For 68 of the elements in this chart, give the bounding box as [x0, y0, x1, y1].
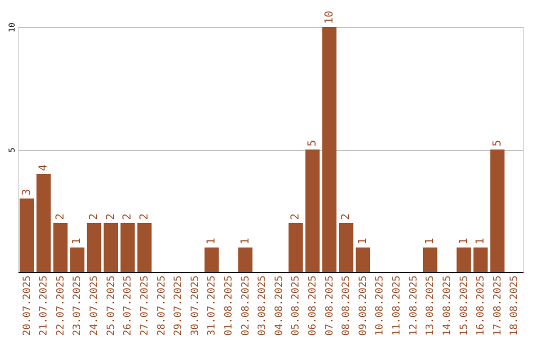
bar	[137, 223, 152, 272]
data-label: 1	[238, 238, 252, 244]
bar	[86, 223, 102, 272]
bar	[70, 248, 84, 272]
data-label: 2	[120, 213, 134, 220]
x-tick-label: 20.07.2025	[22, 276, 33, 336]
bar	[490, 150, 505, 272]
data-label: 4	[36, 164, 50, 171]
bar	[322, 27, 336, 272]
x-tick-label: 16.08.2025	[476, 276, 487, 336]
x-tick-label: 21.07.2025	[38, 276, 50, 336]
bar	[53, 223, 68, 272]
bar	[36, 174, 51, 272]
x-tick-label: 25.07.2025	[106, 276, 117, 336]
bar	[20, 198, 34, 272]
x-tick-label: 05.08.2025	[290, 276, 302, 336]
data-label: 2	[288, 213, 302, 220]
x-tick-label: 24.07.2025	[89, 276, 100, 336]
x-tick-label: 30.07.2025	[190, 276, 201, 336]
x-tick-label: 04.08.2025	[274, 276, 285, 336]
bar	[288, 223, 303, 272]
x-tick-label: 03.08.2025	[257, 276, 268, 336]
x-tick-label: 10.08.2025	[374, 276, 386, 336]
data-label: 1	[423, 238, 436, 244]
data-label: 1	[456, 238, 470, 244]
x-tick-label: 11.08.2025	[392, 276, 403, 336]
bar	[204, 248, 219, 272]
data-label: 3	[20, 188, 33, 196]
x-tick-label: 15.08.2025	[458, 276, 470, 336]
x-tick-label: 07.08.2025	[324, 276, 336, 336]
x-tick-label: 06.08.2025	[308, 276, 319, 336]
bar	[238, 248, 252, 272]
x-tick-label: 28.07.2025	[156, 276, 168, 336]
data-label: 1	[474, 238, 487, 244]
data-label: 2	[104, 213, 117, 220]
bar	[423, 248, 438, 272]
data-label: 5	[306, 140, 319, 146]
x-tick-label: 01.08.2025	[223, 276, 234, 336]
x-tick-label: 27.07.2025	[139, 276, 150, 336]
x-tick-label: 31.07.2025	[206, 276, 218, 336]
bar	[356, 248, 370, 272]
data-label: 2	[137, 213, 150, 220]
x-tick-label: 23.07.2025	[72, 276, 84, 336]
data-label: 2	[87, 213, 100, 220]
bar	[305, 150, 320, 272]
x-tick-label: 17.08.2025	[492, 276, 504, 336]
x-tick-label: 13.08.2025	[425, 276, 436, 336]
x-tick-label: 18.08.2025	[509, 276, 520, 336]
bar	[104, 223, 118, 272]
bar	[120, 223, 135, 272]
x-tick-label: 26.07.2025	[122, 276, 134, 336]
x-tick-label: 08.08.2025	[341, 276, 352, 336]
x-tick-label: 02.08.2025	[240, 276, 252, 336]
x-tick-label: 14.08.2025	[442, 276, 453, 336]
x-tick-label: 22.07.2025	[55, 276, 66, 336]
data-label: 2	[339, 213, 352, 220]
data-label: 10	[322, 10, 336, 24]
bar	[473, 248, 488, 272]
data-label: 2	[53, 213, 66, 220]
x-tick-label: 12.08.2025	[408, 276, 420, 336]
data-label: 1	[70, 238, 84, 244]
data-label: 5	[490, 140, 504, 146]
x-tick-label: 29.07.2025	[173, 276, 184, 336]
data-label: 1	[204, 238, 218, 244]
bar	[338, 223, 354, 272]
x-tick-label: 09.08.2025	[358, 276, 369, 336]
bar	[456, 248, 471, 272]
data-label: 1	[356, 238, 369, 244]
